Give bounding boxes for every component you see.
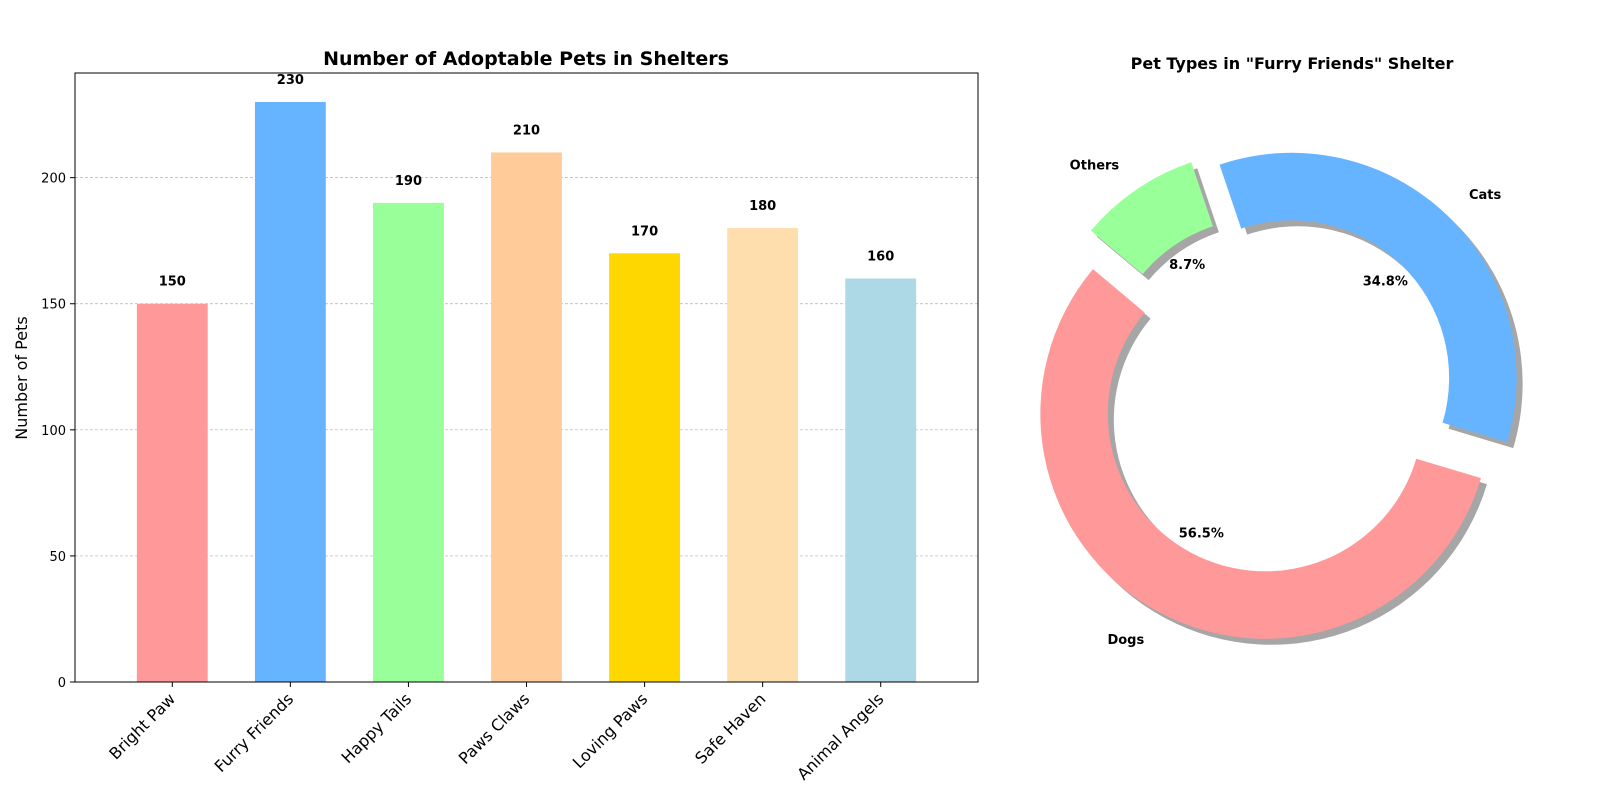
bar-chart: Number of Adoptable Pets in Shelters Num… [12, 48, 979, 784]
bar [491, 152, 562, 682]
bar [727, 228, 799, 682]
bar-chart-title: Number of Adoptable Pets in Shelters [323, 48, 729, 70]
x-tick-label: Bright Paw [105, 689, 179, 763]
bar-value-label: 170 [631, 224, 658, 239]
y-axis-ticks: 0 50 100 150 200 [41, 172, 75, 691]
y-tick-label: 100 [41, 424, 66, 439]
x-tick-label: Animal Angels [793, 689, 887, 783]
bar-value-label: 150 [159, 275, 186, 290]
x-tick-label: Loving Paws [569, 689, 652, 772]
bar [254, 102, 326, 682]
wedge-percent-label: 56.5% [1179, 527, 1224, 542]
wedge-category-label: Others [1070, 158, 1120, 173]
bar-value-labels: 150 230 190 210 170 180 160 [159, 73, 895, 290]
bar-value-label: 180 [749, 199, 776, 214]
bar-value-label: 160 [867, 250, 894, 265]
donut-wedges [1040, 152, 1517, 639]
donut-wedge [1219, 152, 1517, 443]
wedge-percent-label: 8.7% [1169, 258, 1205, 273]
bar [136, 303, 208, 682]
wedge-category-label: Dogs [1107, 633, 1144, 648]
y-tick-label: 50 [49, 550, 66, 565]
bar-value-label: 190 [395, 174, 422, 189]
y-tick-label: 0 [58, 676, 66, 691]
x-tick-label: Furry Friends [211, 689, 298, 776]
donut-chart-title: Pet Types in "Furry Friends" Shelter [1131, 54, 1454, 73]
donut-wedge [1090, 162, 1213, 275]
donut-labels: Dogs 56.5% Cats 34.8% Others 8.7% [1070, 158, 1502, 647]
bar-series [136, 102, 917, 682]
x-tick-label: Safe Haven [691, 689, 769, 767]
x-tick-label: Paws Claws [455, 689, 534, 768]
wedge-category-label: Cats [1469, 188, 1502, 203]
bar [373, 202, 444, 682]
bar [845, 278, 917, 682]
y-axis-label: Number of Pets [12, 316, 31, 439]
y-tick-label: 150 [41, 298, 66, 313]
wedge-percent-label: 34.8% [1363, 275, 1408, 290]
donut-chart: Pet Types in "Furry Friends" Shelter Dog… [1040, 54, 1523, 648]
bar [609, 253, 680, 682]
donut-wedge [1040, 269, 1481, 639]
bar-value-label: 230 [277, 73, 304, 88]
bar-value-label: 210 [513, 123, 540, 138]
plot-frame [74, 72, 979, 683]
y-tick-label: 200 [41, 172, 66, 187]
x-tick-label: Happy Tails [338, 689, 416, 767]
x-axis-ticks: Bright Paw Furry Friends Happy Tails Paws C… [105, 682, 888, 784]
